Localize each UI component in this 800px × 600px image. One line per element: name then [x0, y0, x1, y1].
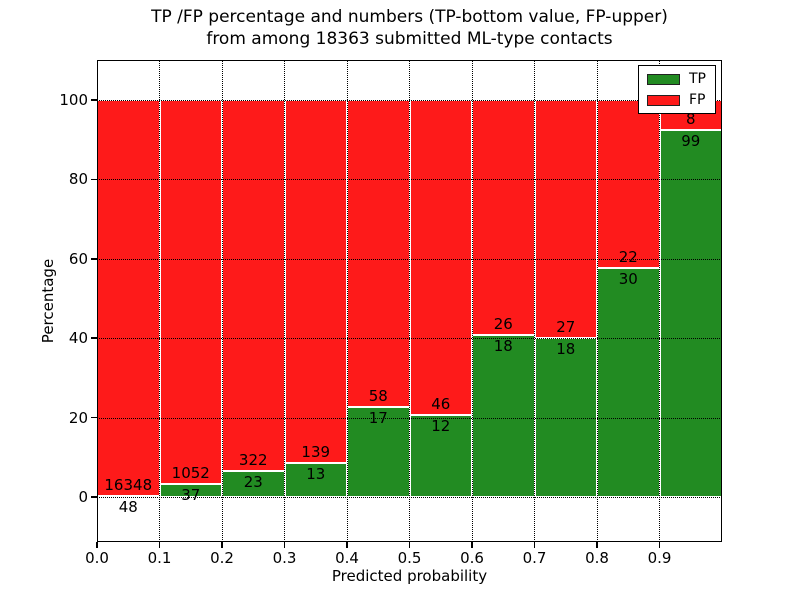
tp-count-label: 17	[368, 409, 388, 427]
fp-count-label: 1052	[171, 463, 210, 482]
tp-count-label: 48	[118, 497, 138, 516]
fp-count-label: 58	[368, 387, 388, 405]
x-tick-label: 0.4	[335, 549, 359, 567]
y-tick-mark	[91, 416, 97, 419]
bar-segment-fp	[597, 100, 660, 268]
y-tick-mark	[91, 496, 97, 498]
tp-count-label: 37	[181, 485, 201, 504]
bar-segment-fp	[347, 100, 410, 407]
x-tick-label: 0.5	[397, 549, 422, 567]
x-tick-label: 0.7	[522, 549, 547, 567]
legend-label-fp: FP	[689, 92, 706, 108]
legend: TP FP	[638, 65, 716, 114]
bar-segment-tp	[597, 267, 660, 497]
x-tick-label: 0.3	[272, 549, 297, 567]
bar-segment-fp	[159, 100, 222, 484]
legend-label-tp: TP	[689, 71, 706, 87]
legend-entry-fp: FP	[647, 93, 706, 107]
fp-count-label: 8	[685, 109, 696, 128]
x-tick-mark	[283, 542, 286, 548]
bar-segment-fp	[97, 100, 160, 496]
y-tick-label: 40	[68, 329, 88, 348]
x-tick-label: 0.6	[460, 549, 484, 567]
bar-segment-fp	[472, 100, 535, 335]
tp-count-label: 18	[556, 340, 576, 359]
legend-swatch-fp	[647, 94, 680, 106]
tp-count-label: 99	[681, 131, 701, 150]
tp-count-label: 12	[431, 416, 451, 435]
gridline-horizontal	[97, 179, 722, 181]
x-tick-mark	[346, 542, 348, 548]
x-tick-mark	[96, 542, 98, 548]
gridline-horizontal	[97, 417, 722, 419]
tp-count-label: 30	[618, 269, 638, 288]
x-axis-label: Predicted probability	[331, 567, 488, 585]
x-tick-mark	[158, 542, 161, 548]
x-tick-mark	[471, 542, 473, 548]
bar-segment-tp	[659, 129, 722, 497]
fp-count-label: 46	[431, 394, 451, 413]
y-tick-label: 60	[68, 249, 88, 268]
fp-count-label: 27	[556, 318, 576, 337]
y-tick-mark	[91, 258, 97, 260]
x-tick-mark	[533, 542, 536, 548]
fp-count-label: 26	[493, 314, 513, 333]
x-tick-mark	[658, 542, 661, 548]
y-tick-label: 20	[68, 408, 88, 427]
x-tick-mark	[596, 542, 598, 548]
x-tick-mark	[221, 542, 223, 548]
bar-segment-fp	[284, 100, 347, 464]
y-tick-label: 80	[68, 170, 88, 189]
fp-count-label: 139	[301, 443, 331, 462]
tp-count-label: 18	[493, 336, 513, 355]
tp-count-label: 23	[243, 472, 263, 491]
gridline-vertical	[659, 60, 660, 542]
bar-segment-fp	[222, 100, 285, 471]
x-tick-mark	[408, 542, 411, 548]
gridline-vertical	[471, 60, 473, 542]
gridline-vertical	[284, 60, 285, 542]
chart-title-line2: from among 18363 submitted ML-type conta…	[206, 29, 613, 49]
gridline-horizontal	[97, 497, 722, 498]
x-tick-label: 0.0	[85, 549, 109, 567]
gridline-horizontal	[97, 258, 722, 260]
legend-swatch-tp	[647, 73, 680, 85]
x-tick-label: 0.2	[210, 549, 234, 567]
y-tick-mark	[91, 337, 97, 339]
gridline-vertical	[346, 60, 348, 542]
tp-count-label: 13	[306, 465, 326, 484]
chart-title-line1: TP /FP percentage and numbers (TP-bottom…	[151, 7, 668, 27]
bar-segment-fp	[534, 100, 597, 339]
fp-count-label: 322	[238, 450, 268, 469]
gridline-vertical	[534, 60, 535, 542]
y-tick-mark	[91, 178, 97, 181]
plot-area: 16348 48 1052 37 322 23 139 13 58 17 46 12 26 18 27 18 2…	[97, 60, 722, 542]
y-tick-label: 100	[59, 91, 88, 109]
fp-count-label: 16348	[104, 475, 153, 494]
gridline-vertical	[409, 60, 410, 542]
legend-entry-tp: TP	[647, 72, 706, 86]
fp-count-label: 22	[618, 247, 638, 266]
bar-segment-fp	[409, 100, 472, 415]
gridline-vertical	[221, 60, 223, 542]
chart-title: TP /FP percentage and numbers (TP-bottom…	[97, 6, 722, 50]
x-tick-label: 0.1	[147, 549, 172, 567]
gridline-vertical	[596, 60, 598, 542]
y-tick-label: 0	[78, 488, 88, 506]
x-tick-label: 0.8	[585, 549, 609, 567]
gridline-horizontal	[97, 100, 722, 101]
gridline-vertical	[159, 60, 160, 542]
bar-segment-tp	[472, 334, 535, 497]
gridline-horizontal	[97, 338, 722, 340]
x-tick-label: 0.9	[647, 549, 672, 567]
y-tick-mark	[91, 99, 97, 101]
